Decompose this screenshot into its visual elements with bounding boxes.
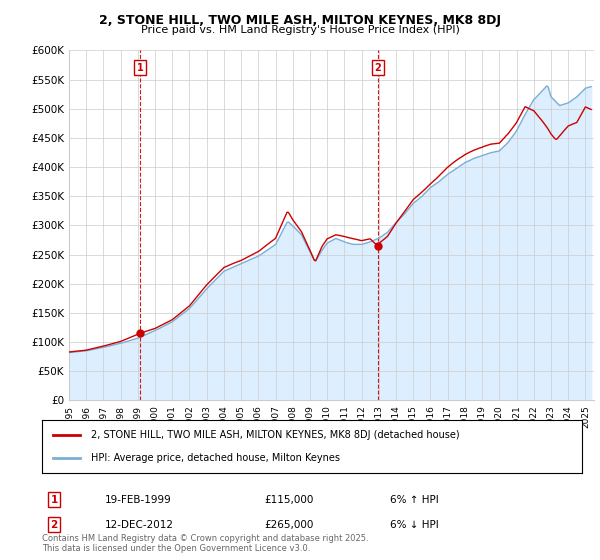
Text: 2, STONE HILL, TWO MILE ASH, MILTON KEYNES, MK8 8DJ (detached house): 2, STONE HILL, TWO MILE ASH, MILTON KEYN… [91, 430, 459, 440]
Text: £115,000: £115,000 [264, 494, 313, 505]
Text: 12-DEC-2012: 12-DEC-2012 [105, 520, 174, 530]
Text: 2, STONE HILL, TWO MILE ASH, MILTON KEYNES, MK8 8DJ: 2, STONE HILL, TWO MILE ASH, MILTON KEYN… [99, 14, 501, 27]
Text: 6% ↓ HPI: 6% ↓ HPI [390, 520, 439, 530]
Text: Contains HM Land Registry data © Crown copyright and database right 2025.
This d: Contains HM Land Registry data © Crown c… [42, 534, 368, 553]
Text: 1: 1 [50, 494, 58, 505]
Text: 1: 1 [137, 63, 143, 73]
Text: £265,000: £265,000 [264, 520, 313, 530]
Text: Price paid vs. HM Land Registry's House Price Index (HPI): Price paid vs. HM Land Registry's House … [140, 25, 460, 35]
Text: 19-FEB-1999: 19-FEB-1999 [105, 494, 172, 505]
Text: 2: 2 [50, 520, 58, 530]
Text: 6% ↑ HPI: 6% ↑ HPI [390, 494, 439, 505]
Text: 2: 2 [374, 63, 382, 73]
Text: HPI: Average price, detached house, Milton Keynes: HPI: Average price, detached house, Milt… [91, 453, 340, 463]
